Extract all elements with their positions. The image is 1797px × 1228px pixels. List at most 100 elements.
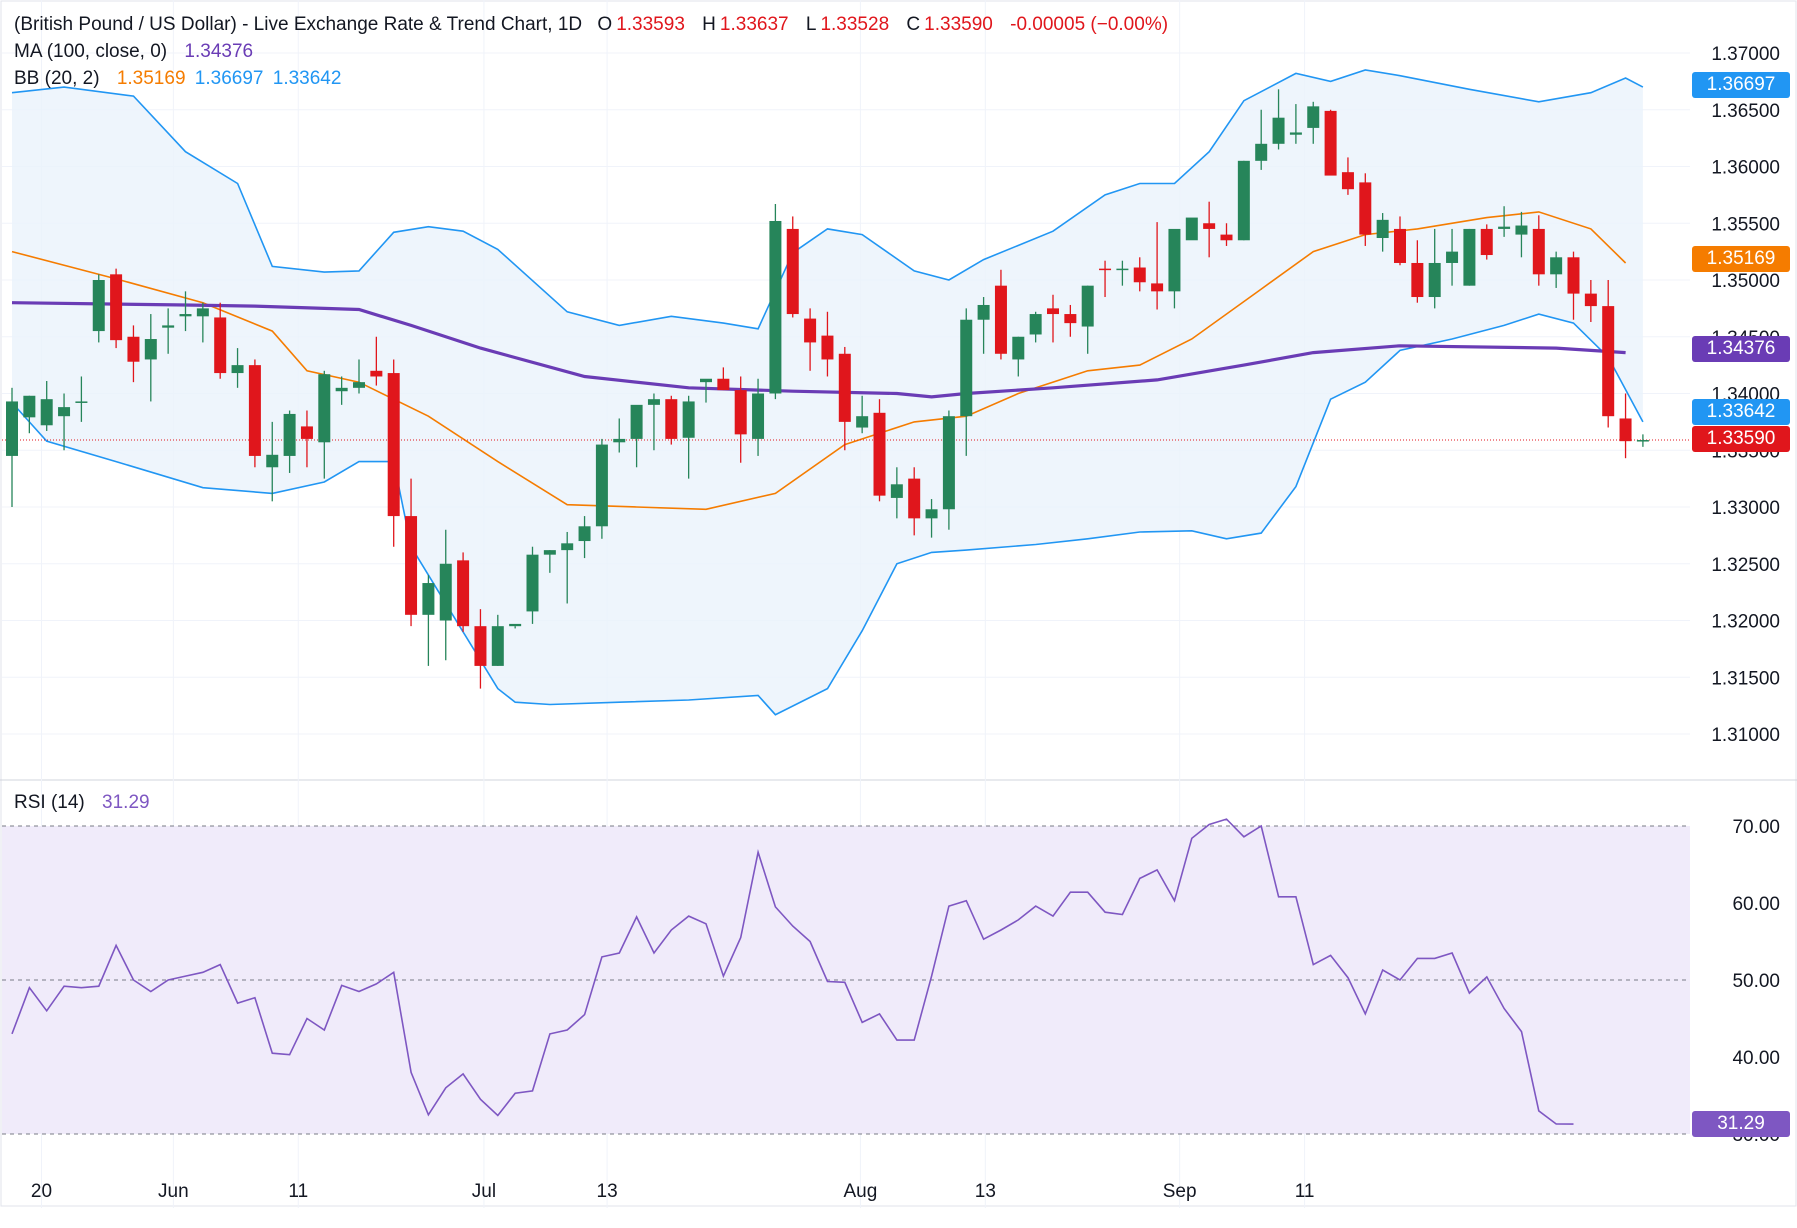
candle-body <box>283 413 296 456</box>
time-tick-label: 13 <box>597 1181 618 1202</box>
rsi-tick-label: 50.00 <box>1732 971 1780 992</box>
candle <box>491 614 504 666</box>
candle-body <box>1515 225 1528 235</box>
low-value: 1.33528 <box>820 14 890 35</box>
candle-body <box>162 325 175 328</box>
candle <box>457 552 470 632</box>
open-value: 1.33593 <box>616 14 685 35</box>
candle-body <box>1029 314 1042 335</box>
high-label: H <box>702 14 716 35</box>
candle-body <box>1272 117 1285 144</box>
time-tick-label: Aug <box>844 1181 878 1202</box>
candle <box>1151 222 1164 310</box>
bb-basis-price-badge: 1.35169 <box>1692 246 1790 272</box>
candle-body <box>1532 228 1545 275</box>
bb-label: BB (20, 2) <box>14 68 100 89</box>
candle <box>1220 223 1233 246</box>
candle-body <box>942 416 955 510</box>
candle <box>1515 211 1528 258</box>
candle <box>1081 285 1094 354</box>
candle-body <box>1498 226 1511 229</box>
candle <box>630 404 643 468</box>
candle <box>890 467 903 519</box>
candle-body <box>266 454 279 468</box>
candle-body <box>977 304 990 320</box>
candle-body <box>1602 306 1615 417</box>
candle <box>838 346 851 451</box>
candle <box>925 499 938 538</box>
candle <box>752 378 765 456</box>
candle-body <box>1376 219 1389 239</box>
candle <box>1619 393 1632 459</box>
candle <box>821 311 834 377</box>
candle-body <box>1185 217 1198 241</box>
candle <box>1567 251 1580 320</box>
candle-body <box>491 626 504 666</box>
candle-body <box>960 319 973 417</box>
rsi-value: 31.29 <box>102 792 150 813</box>
candle-body <box>439 563 452 621</box>
candle <box>58 393 71 451</box>
candle <box>370 336 383 386</box>
ma-legend: MA (100, close, 0) 1.34376 <box>14 41 257 63</box>
candle <box>283 410 296 473</box>
candle-body <box>1567 257 1580 294</box>
candle-body <box>1081 285 1094 327</box>
candle-body <box>144 339 157 360</box>
price-tick-label: 1.31500 <box>1711 668 1780 689</box>
candle-body <box>1446 251 1459 263</box>
candle <box>300 410 313 468</box>
candle-body <box>196 308 209 317</box>
time-tick-label: 13 <box>975 1181 996 1202</box>
candle-body <box>1359 182 1372 235</box>
rsi-value-badge: 31.29 <box>1692 1111 1790 1137</box>
bb-lower-value: 1.33642 <box>272 68 342 89</box>
candle-body <box>92 280 105 332</box>
candle <box>214 302 227 379</box>
candle-body <box>58 407 71 417</box>
price-tick-label: 1.32000 <box>1711 612 1780 633</box>
bb-legend: BB (20, 2) 1.35169 1.36697 1.33642 <box>14 68 345 90</box>
candle <box>1307 101 1320 144</box>
candle <box>543 550 556 573</box>
candle-body <box>1341 172 1354 190</box>
candle-body <box>231 365 244 374</box>
last-price-badge: 1.33590 <box>1692 426 1790 452</box>
candle-body <box>769 220 782 394</box>
candle <box>353 359 365 394</box>
candle-body <box>890 484 903 498</box>
price-tick-label: 1.37000 <box>1711 44 1780 65</box>
close-value: 1.33590 <box>924 14 993 35</box>
candle-body <box>630 404 643 439</box>
candle <box>786 216 799 318</box>
candle <box>179 291 192 332</box>
price-tick-label: 1.33000 <box>1711 498 1780 519</box>
candle <box>1428 228 1441 309</box>
candle-body <box>1133 267 1146 283</box>
candle-body <box>838 353 851 422</box>
candle <box>1463 228 1476 286</box>
candle-body <box>717 378 730 391</box>
candle <box>248 359 261 468</box>
candle-body <box>1550 257 1563 275</box>
candle-body <box>1463 228 1476 286</box>
candle <box>1012 336 1025 377</box>
candle-body <box>647 399 660 405</box>
change-value: -0.00005 (−0.00%) <box>1010 14 1169 35</box>
candle <box>6 387 18 507</box>
candle <box>734 376 747 463</box>
candle-body <box>665 399 678 439</box>
candle <box>1064 304 1077 337</box>
candle <box>1047 294 1059 343</box>
candle <box>595 438 608 539</box>
candle-body <box>300 426 313 439</box>
candle <box>960 308 973 456</box>
price-tick-label: 1.35000 <box>1711 271 1780 292</box>
candle <box>1498 206 1511 237</box>
candle <box>1255 109 1268 170</box>
price-tick-label: 1.35500 <box>1711 214 1780 235</box>
high-value: 1.33637 <box>719 14 789 35</box>
ma-label: MA (100, close, 0) <box>14 41 168 62</box>
candle <box>994 269 1007 360</box>
